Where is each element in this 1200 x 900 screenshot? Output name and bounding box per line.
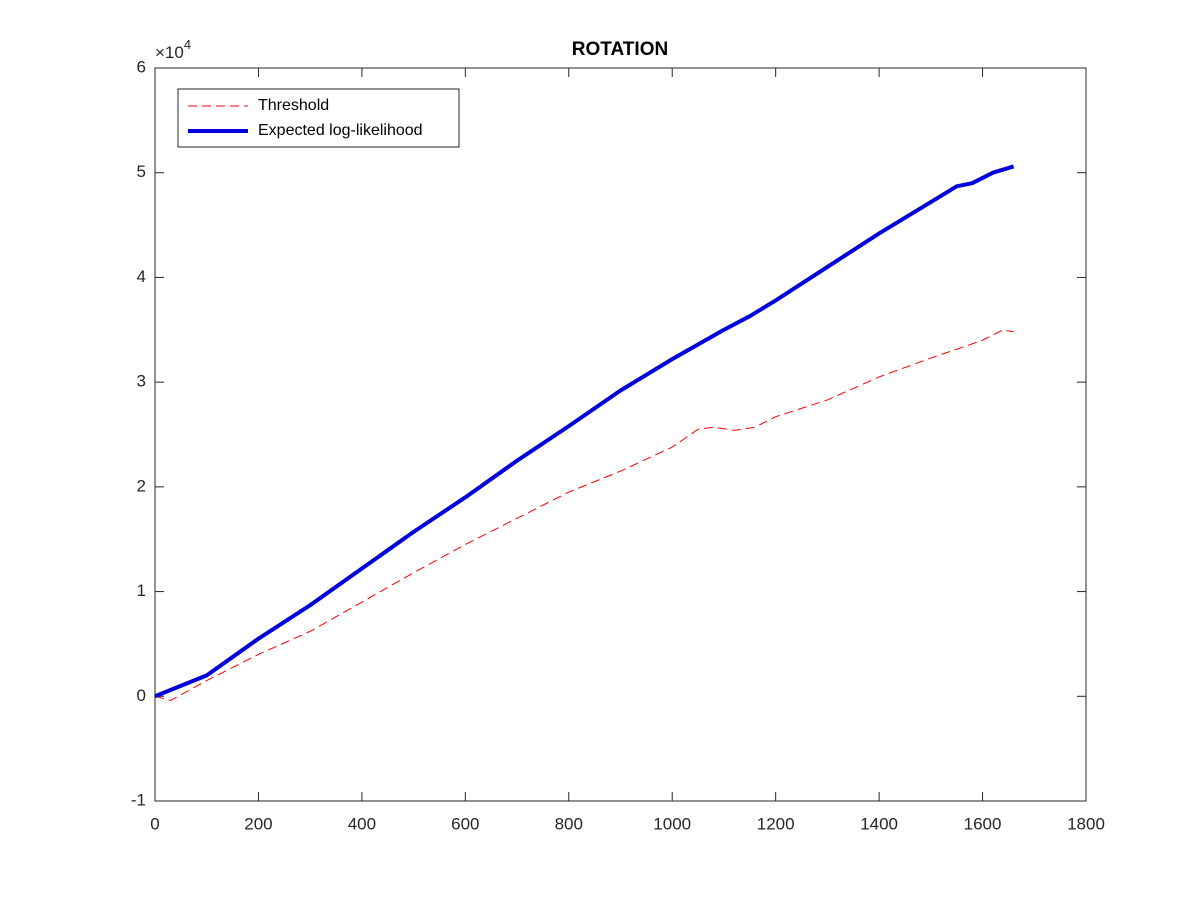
series-line (154, 329, 1014, 701)
x-tick-label: 1200 (757, 814, 795, 833)
x-tick-label: 600 (451, 814, 479, 833)
chart-title: ROTATION (572, 39, 668, 60)
x-tick-label: 1400 (860, 814, 898, 833)
y-tick-label: 4 (137, 267, 146, 286)
y-tick-label: -1 (131, 790, 146, 809)
x-tick-label: 1000 (653, 814, 691, 833)
y-tick-label: 2 (137, 476, 146, 495)
y-multiplier-exponent: 4 (184, 37, 191, 52)
y-tick-label: 5 (137, 162, 146, 181)
y-multiplier-base: ×10 (155, 43, 184, 62)
x-tick-label: 400 (348, 814, 376, 833)
legend-box (177, 88, 460, 148)
plot-area (154, 67, 1087, 802)
x-tick-label: 0 (150, 814, 159, 833)
legend-label: Expected log-likelihood (258, 122, 423, 139)
y-tick-label: 3 (137, 372, 146, 391)
x-tick-label: 1800 (1067, 814, 1105, 833)
x-tick-label: 1600 (964, 814, 1002, 833)
legend-label: Threshold (258, 97, 329, 114)
y-tick-label: 6 (137, 57, 146, 76)
x-tick-label: 800 (555, 814, 583, 833)
y-multiplier: ×104 (155, 37, 191, 62)
y-tick-label: 0 (137, 686, 146, 705)
series-line (154, 164, 1015, 699)
y-tick-label: 1 (137, 581, 146, 600)
x-tick-label: 200 (244, 814, 272, 833)
